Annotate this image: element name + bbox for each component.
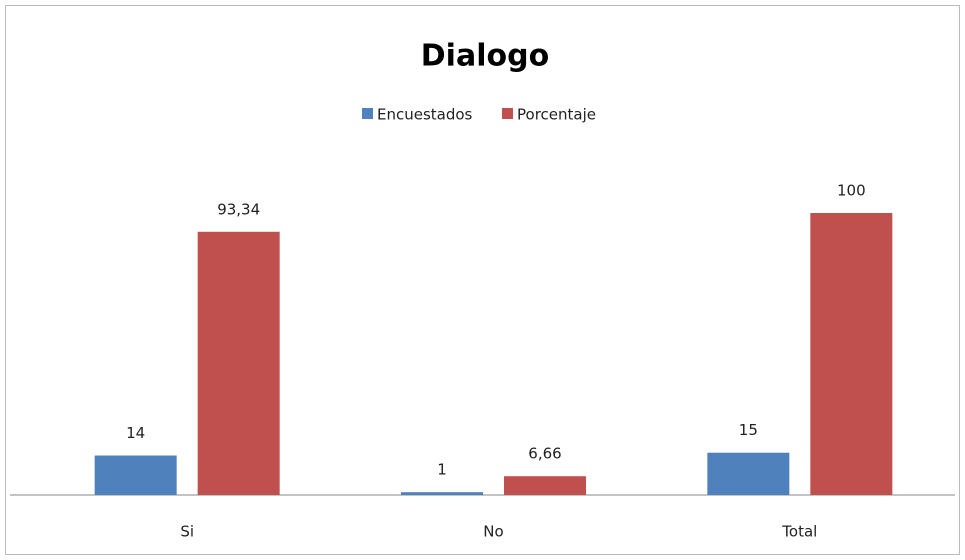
- legend-swatch: [362, 108, 373, 119]
- bar: [504, 476, 586, 495]
- legend-label: Encuestados: [377, 106, 473, 124]
- data-label: 15: [739, 421, 758, 439]
- x-tick-label: Total: [781, 523, 817, 541]
- data-label: 100: [837, 182, 866, 200]
- bar: [707, 452, 790, 495]
- x-tick-label: No: [483, 523, 503, 541]
- bar: [810, 213, 893, 495]
- data-label: 1: [437, 461, 447, 479]
- legend-swatch: [502, 108, 513, 119]
- data-label: 93,34: [217, 200, 260, 218]
- x-tick-label: Si: [180, 523, 194, 541]
- chart-title: Dialogo: [421, 39, 549, 74]
- data-label: 6,66: [528, 445, 561, 463]
- data-label: 14: [126, 424, 145, 442]
- bar: [197, 231, 280, 496]
- bar: [94, 455, 177, 495]
- legend-label: Porcentaje: [517, 106, 596, 124]
- bar: [401, 492, 483, 495]
